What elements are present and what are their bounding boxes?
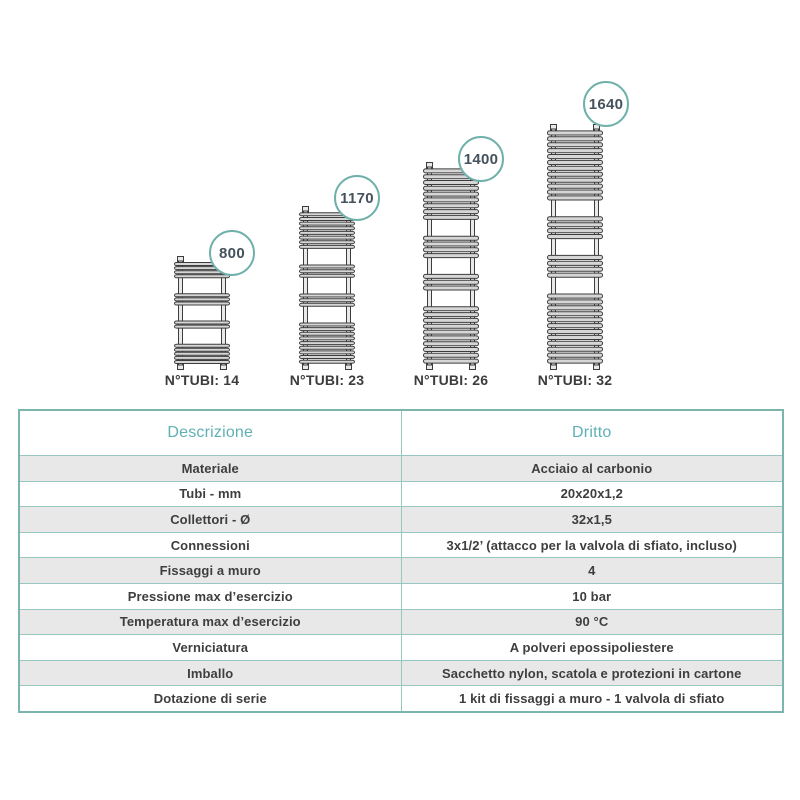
header-col-descrizione: Descrizione — [20, 411, 402, 455]
row-value: 4 — [588, 563, 596, 579]
row-value: Acciaio al carbonio — [531, 460, 653, 476]
height-badge: 1400 — [458, 136, 504, 182]
height-badge: 1170 — [334, 175, 380, 221]
tube-count-label: N°TUBI: 14 — [164, 372, 240, 388]
table-row: Verniciatura A polveri epossipoliestere — [20, 635, 782, 661]
row-label: Dotazione di serie — [20, 686, 402, 711]
tube-count-label: N°TUBI: 23 — [289, 372, 365, 388]
row-label: Imballo — [20, 660, 402, 686]
radiator-drawing — [547, 124, 603, 370]
row-label: Temperatura max d’esercizio — [20, 609, 402, 635]
radiator-drawing — [423, 162, 479, 370]
radiator-size-figure: 800 N°TUBI: 14 1170 N°TUBI: 23 1400 N°TUBI: 2… — [164, 81, 629, 388]
row-value: 3x1/2’ (attacco per la valvola di sfiato… — [446, 537, 737, 553]
row-value: Sacchetto nylon, scatola e protezioni in… — [441, 665, 742, 681]
tube-count-label: N°TUBI: 32 — [537, 372, 613, 388]
height-badge: 800 — [209, 230, 255, 276]
row-label: Materiale — [20, 456, 402, 481]
row-value: 20x20x1,2 — [560, 486, 623, 502]
row-label: Verniciatura — [20, 635, 402, 660]
height-badge: 1640 — [583, 81, 629, 127]
row-value: 10 bar — [572, 588, 612, 604]
table-row: Fissaggi a muro 4 — [20, 558, 782, 584]
radiator-drawing — [299, 206, 355, 370]
row-value: A polveri epossipoliestere — [509, 639, 674, 655]
table-header-row: Descrizione Dritto — [20, 411, 782, 456]
table-row: Imballo Sacchetto nylon, scatola e protez… — [20, 660, 782, 687]
row-value: 32x1,5 — [571, 511, 612, 527]
table-row: Tubi - mm 20x20x1,2 — [20, 481, 782, 508]
table-row: Collettori - Ø 32x1,5 — [20, 507, 782, 533]
table-row: Temperatura max d’esercizio 90 °C — [20, 609, 782, 636]
row-value: 90 °C — [575, 614, 609, 630]
row-label: Fissaggi a muro — [20, 558, 402, 583]
table-row: Connessioni 3x1/2’ (attacco per la valvol… — [20, 532, 782, 559]
spec-table: Descrizione Dritto Materiale Acciaio al c… — [18, 409, 784, 713]
table-row: Pressione max d’esercizio 10 bar — [20, 583, 782, 610]
row-label: Pressione max d’esercizio — [20, 583, 402, 609]
table-row: Materiale Acciaio al carbonio — [20, 456, 782, 482]
row-label: Tubi - mm — [20, 481, 402, 507]
table-row: Dotazione di serie 1 kit di fissaggi a mu… — [20, 686, 782, 711]
row-label: Connessioni — [20, 532, 402, 558]
table-body: Materiale Acciaio al carbonio Tubi - mm 20x… — [20, 456, 782, 711]
row-label: Collettori - Ø — [20, 507, 402, 532]
tube-count-label: N°TUBI: 26 — [413, 372, 489, 388]
row-value: 1 kit di fissaggi a muro - 1 valvola di … — [459, 691, 725, 707]
header-col-dritto: Dritto — [572, 424, 612, 441]
